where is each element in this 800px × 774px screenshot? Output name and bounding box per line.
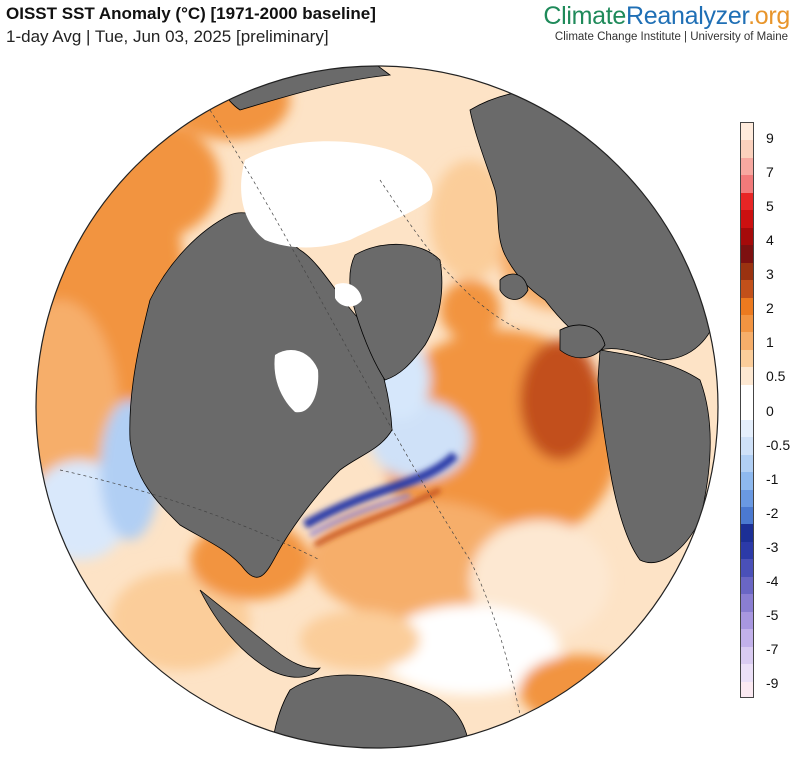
colorbar-segment: [741, 384, 753, 403]
colorbar-segment: [741, 297, 753, 316]
colorbar-segment: [741, 402, 753, 421]
colorbar-segment: [741, 210, 753, 229]
colorbar-label: 3: [766, 266, 774, 283]
central-america: [199, 589, 321, 678]
colorbar-segment: [741, 123, 753, 142]
colorbar-segment: [741, 594, 753, 613]
south-america: [269, 674, 471, 748]
colorbar-segment: [741, 245, 753, 264]
map-title: OISST SST Anomaly (°C) [1971-2000 baseli…: [6, 4, 376, 23]
colorbar-segment: [741, 489, 753, 508]
colorbar-label: 0.5: [766, 368, 786, 385]
colorbar-segment: [741, 664, 753, 683]
colorbar-label: -3: [766, 538, 779, 555]
gulf-stream-anomaly: [302, 451, 459, 548]
colorbar-segment: [741, 262, 753, 281]
colorbar-segment: [741, 437, 753, 456]
iberia: [559, 324, 606, 359]
colorbar-label: -9: [766, 675, 779, 691]
colorbar-segment: [741, 157, 753, 176]
brand-logo[interactable]: ClimateReanalyzer.org: [543, 2, 790, 31]
colorbar-segment: [741, 629, 753, 648]
colorbar-label: -1: [766, 470, 779, 487]
colorbar-label: -7: [766, 640, 779, 657]
colorbar-segment: [741, 367, 753, 386]
british-isles: [499, 273, 529, 300]
africa: [597, 349, 711, 563]
colorbar-segment: [741, 192, 753, 211]
colorbar-segment: [741, 472, 753, 491]
colorbar-segment: [741, 507, 753, 526]
colorbar-segment: [741, 454, 753, 473]
colorbar-label: 5: [766, 198, 774, 215]
brand-part-org: .org: [748, 2, 790, 30]
brand-part-climate: Climate: [543, 2, 627, 30]
globe-outline: [35, 65, 719, 749]
colorbar-label: -5: [766, 606, 779, 623]
sea-ice: [241, 141, 433, 413]
colorbar-segment: [741, 280, 753, 299]
colorbar-segment: [741, 227, 753, 246]
colorbar-label: 7: [766, 164, 774, 181]
map-subtitle: 1-day Avg | Tue, Jun 03, 2025 [prelimina…: [6, 27, 329, 46]
colorbar-label: -0.5: [766, 436, 791, 453]
colorbar-segment: [741, 349, 753, 368]
colorbar-segment: [741, 541, 753, 560]
colorbar-label: -2: [766, 504, 779, 521]
land-masses: [129, 66, 718, 748]
colorbar-segment: [741, 611, 753, 630]
brand-part-reanalyzer: Reanalyzer: [626, 2, 749, 30]
colorbar-segment: [741, 175, 753, 194]
colorbar-label: 9: [766, 130, 774, 146]
colorbar-label: 1: [766, 334, 774, 351]
colorbar-label: 4: [766, 232, 774, 249]
colorbar-label: 0: [766, 402, 774, 419]
colorbar-segment: [741, 559, 753, 578]
colorbar-segment: [741, 524, 753, 543]
orthographic-globe-map: [35, 65, 719, 749]
colorbar-segment: [741, 681, 753, 697]
colorbar-segment: [741, 315, 753, 334]
affiliation-text: Climate Change Institute | University of…: [554, 31, 788, 43]
colorbar-segment: [741, 419, 753, 438]
colorbar-segment: [741, 646, 753, 665]
graticule-lines: [59, 109, 531, 748]
colorbar: [740, 122, 754, 698]
colorbar-segment: [741, 332, 753, 351]
colorbar-segment: [741, 576, 753, 595]
colorbar-segment: [741, 140, 753, 159]
colorbar-label: -4: [766, 572, 779, 589]
colorbar-label: 2: [766, 300, 774, 317]
